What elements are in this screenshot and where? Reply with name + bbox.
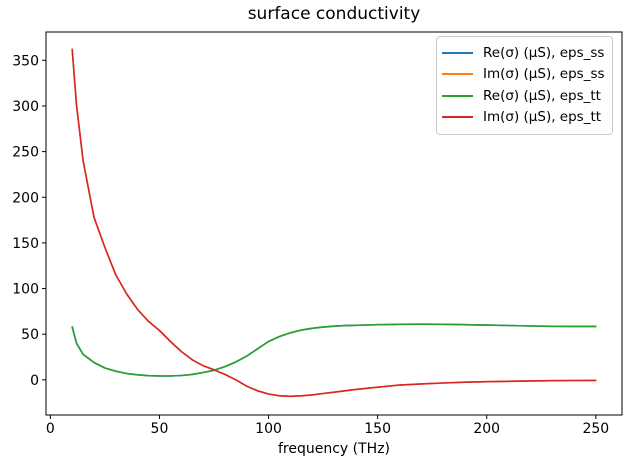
legend-label: Re(σ) (μS), eps_ss <box>483 44 605 61</box>
x-tick-label: 200 <box>473 421 500 437</box>
series-line <box>71 323 597 377</box>
legend-item: Re(σ) (μS), eps_ss <box>442 42 605 64</box>
y-tick-label: 150 <box>12 236 39 252</box>
y-tick-label: 250 <box>12 145 39 161</box>
x-tick-label: 0 <box>46 421 55 437</box>
legend-label: Re(σ) (μS), eps_tt <box>483 87 601 104</box>
series-line <box>71 323 597 377</box>
legend-item: Im(σ) (μS), eps_ss <box>442 64 605 86</box>
axes-spines <box>45 31 623 416</box>
chart-title: surface conductivity <box>247 4 421 24</box>
legend-label: Im(σ) (μS), eps_tt <box>483 109 602 126</box>
legend: Re(σ) (μS), eps_ss Im(σ) (μS), eps_ss Re(σ… <box>436 36 613 135</box>
y-tick-label: 300 <box>12 99 39 115</box>
legend-line-swatch <box>442 73 473 76</box>
x-tick-label: 100 <box>255 421 282 437</box>
legend-line-swatch <box>442 116 473 119</box>
x-tick-label: 50 <box>151 421 169 437</box>
legend-line-swatch <box>442 51 473 54</box>
series-line <box>71 48 597 398</box>
x-axis-label: frequency (THz) <box>277 441 391 457</box>
legend-line-swatch <box>442 94 473 97</box>
x-tick-label: 250 <box>582 421 609 437</box>
y-tick-label: 200 <box>12 190 39 206</box>
legend-item: Re(σ) (μS), eps_tt <box>442 85 605 107</box>
y-tick-label: 100 <box>12 282 39 298</box>
y-tick-label: 350 <box>12 53 39 69</box>
legend-label: Im(σ) (μS), eps_ss <box>483 66 605 83</box>
y-tick-label: 0 <box>30 373 39 389</box>
y-tick-label: 50 <box>21 327 39 343</box>
legend-item: Im(σ) (μS), eps_tt <box>442 107 605 129</box>
x-tick-label: 150 <box>364 421 391 437</box>
